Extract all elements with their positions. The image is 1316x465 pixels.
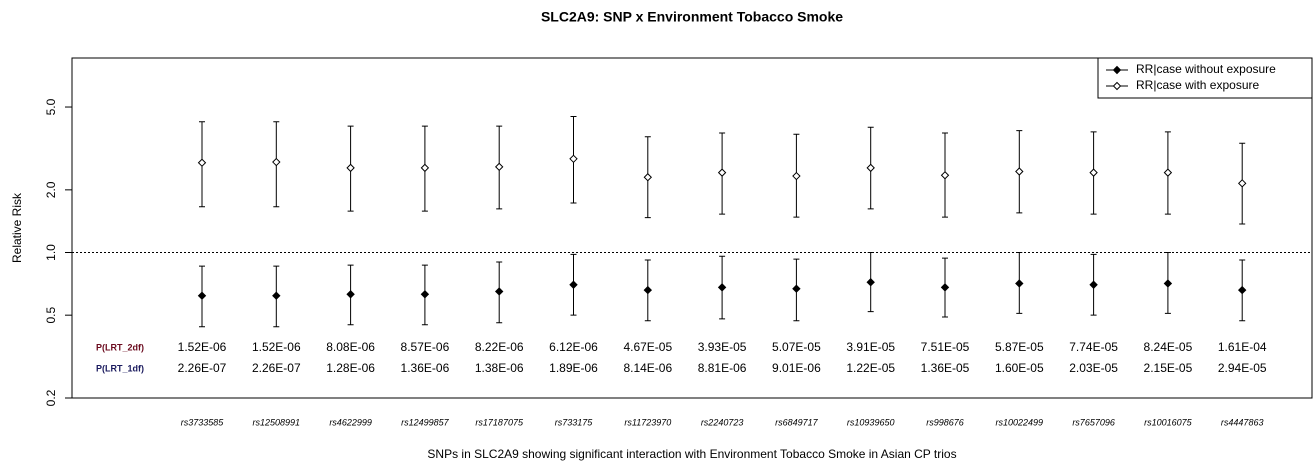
x-tick-label: rs12499857 [401,417,450,427]
annotation-value: 8.24E-05 [1144,340,1193,354]
y-tick-label: 0.2 [44,389,58,406]
y-tick-label: 1.0 [44,244,58,261]
x-tick-label: rs4447863 [1221,417,1264,427]
annotation-value: 7.51E-05 [921,340,970,354]
annotation-value: 5.07E-05 [772,340,821,354]
x-tick-label: rs10022499 [996,417,1044,427]
annotation-label: P(LRT_1df) [96,363,144,373]
x-tick-label: rs2240723 [701,417,744,427]
annotation-value: 1.52E-06 [178,340,227,354]
x-tick-label: rs10939650 [847,417,895,427]
point [197,291,207,300]
annotation-value: 6.12E-06 [549,340,598,354]
annotation-value: 2.26E-07 [252,361,301,375]
annotation-value: 3.91E-05 [846,340,895,354]
annotation-value: 1.28E-06 [326,361,375,375]
annotation-value: 5.87E-05 [995,340,1044,354]
x-tick-label: rs3733585 [181,417,225,427]
point [866,278,875,287]
point [1089,168,1098,177]
point [940,283,950,292]
point [346,290,355,299]
point [717,283,727,292]
legend-marker [1112,65,1122,75]
legend-box [1097,57,1313,99]
point [420,290,430,299]
annotation-value: 8.81E-06 [698,361,747,375]
point [866,163,875,173]
point [1015,279,1024,288]
annotation-value: 8.22E-06 [475,340,524,354]
point [197,158,207,167]
annotation-value: 9.01E-06 [772,361,821,375]
annotation-value: 2.94E-05 [1218,361,1267,375]
point [643,285,653,295]
x-tick-label: rs6849717 [775,417,819,427]
point [494,287,504,296]
point [420,163,430,173]
x-tick-label: rs11723970 [624,417,671,427]
plot-frame [71,57,1313,399]
point [1163,279,1173,288]
annotation-value: 7.74E-05 [1069,340,1118,354]
point [346,163,355,173]
x-tick-label: rs4622999 [329,417,372,427]
x-tick-label: rs733175 [555,417,594,427]
annotation-label: P(LRT_2df) [96,342,144,352]
annotation-value: 8.08E-06 [326,340,375,354]
legend-label: RR|case without exposure [1136,62,1276,76]
annotation-value: 4.67E-05 [623,340,672,354]
point [1237,285,1247,295]
annotation-value: 2.03E-05 [1069,361,1118,375]
annotation-value: 1.36E-05 [921,361,970,375]
y-tick-label: 2.0 [44,181,58,198]
point [569,154,578,164]
annotation-value: 2.15E-05 [1144,361,1193,375]
annotation-value: 1.22E-05 [846,361,895,375]
point [792,171,801,181]
point [1015,167,1024,176]
legend-label: RR|case with exposure [1136,78,1259,92]
chart-title: SLC2A9: SNP x Environment Tobacco Smoke [541,9,843,25]
x-tick-label: rs10016075 [1144,417,1193,427]
point [643,173,653,182]
x-axis-label: SNPs in SLC2A9 showing significant inter… [427,447,956,461]
point [494,162,504,172]
point [1089,280,1098,289]
annotation-value: 1.89E-06 [549,361,598,375]
annotation-value: 1.38E-06 [475,361,524,375]
point [940,171,950,180]
point [1163,168,1173,177]
y-tick-label: 0.5 [44,307,58,324]
annotation-value: 1.36E-06 [401,361,450,375]
point [569,280,578,289]
point [717,168,727,177]
x-tick-label: rs17187075 [475,417,524,427]
x-tick-label: rs7657096 [1072,417,1115,427]
point [272,157,281,167]
x-tick-label: rs998676 [926,417,964,427]
annotation-value: 8.14E-06 [623,361,672,375]
point [272,291,281,300]
annotation-value: 1.52E-06 [252,340,301,354]
annotation-value: 3.93E-05 [698,340,747,354]
legend-marker [1112,81,1122,91]
y-axis-label: Relative Risk [10,192,24,263]
point [1237,179,1247,188]
annotation-value: 2.26E-07 [178,361,227,375]
x-tick-label: rs12508991 [253,417,301,427]
annotation-value: 1.61E-04 [1218,340,1267,354]
annotation-value: 8.57E-06 [401,340,450,354]
annotation-value: 1.60E-05 [995,361,1044,375]
point [792,284,801,293]
y-tick-label: 5.0 [44,98,58,115]
